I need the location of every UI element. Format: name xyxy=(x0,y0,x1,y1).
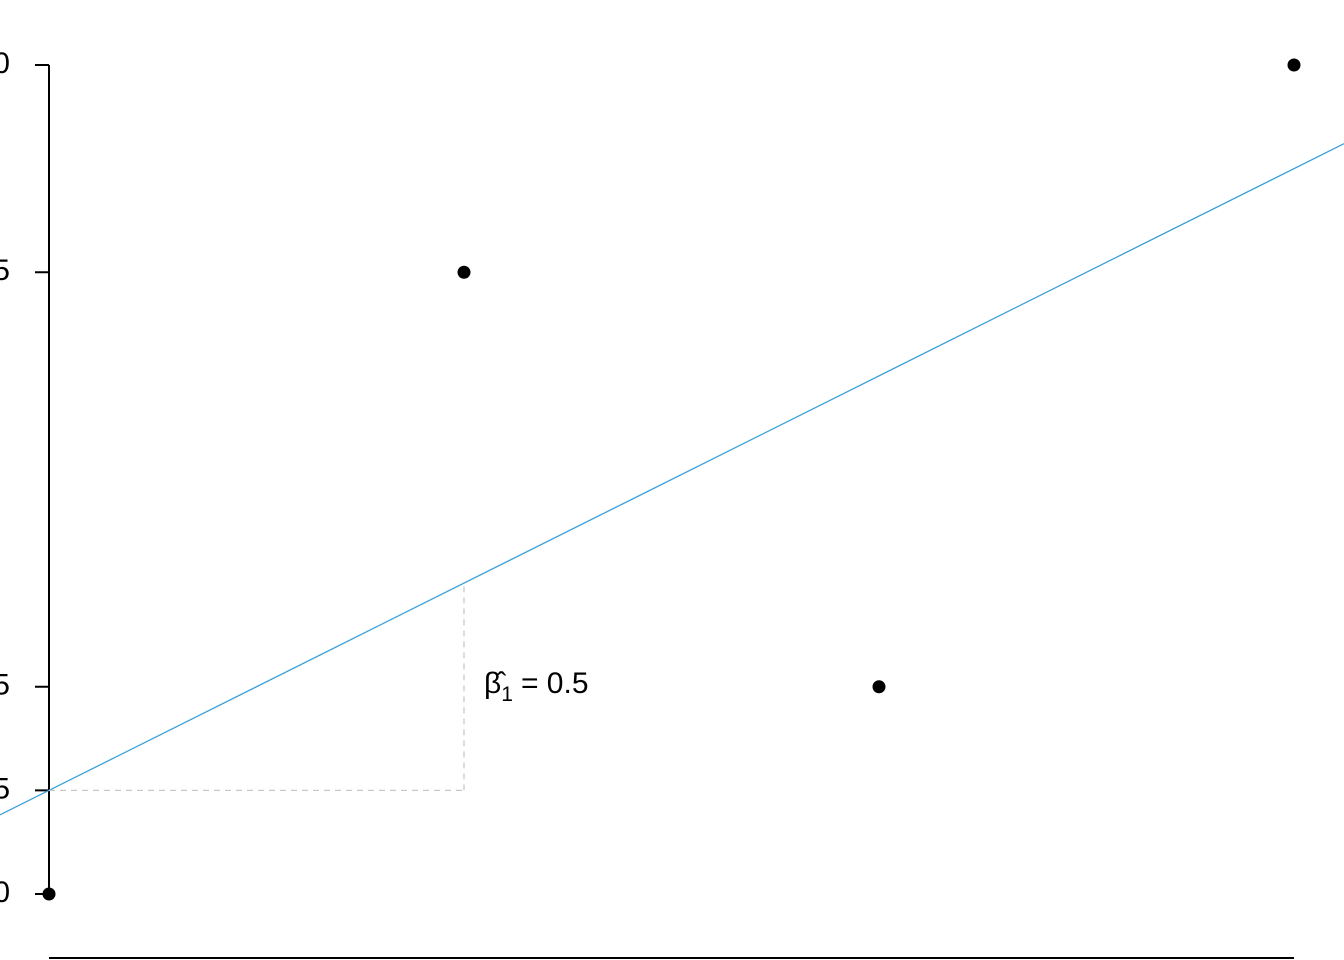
point xyxy=(457,265,471,279)
point xyxy=(42,887,56,901)
annotation-subscript: 1 xyxy=(501,682,513,705)
annotation-text: = 0.5 xyxy=(521,667,589,700)
annotation-symbol: β̂ xyxy=(484,667,506,700)
y-tick-label: 0.5 xyxy=(0,669,10,702)
y-tick-label: 0.25 xyxy=(0,772,10,805)
slope-annotation: β̂1 = 0.5 xyxy=(484,667,589,706)
regression-line xyxy=(0,143,1344,816)
point xyxy=(1287,58,1301,72)
point xyxy=(872,680,886,694)
y-tick-label: 0 xyxy=(0,876,10,909)
y-tick-label: 1.5 xyxy=(0,254,10,287)
y-tick-label: 2.0 xyxy=(0,47,10,80)
